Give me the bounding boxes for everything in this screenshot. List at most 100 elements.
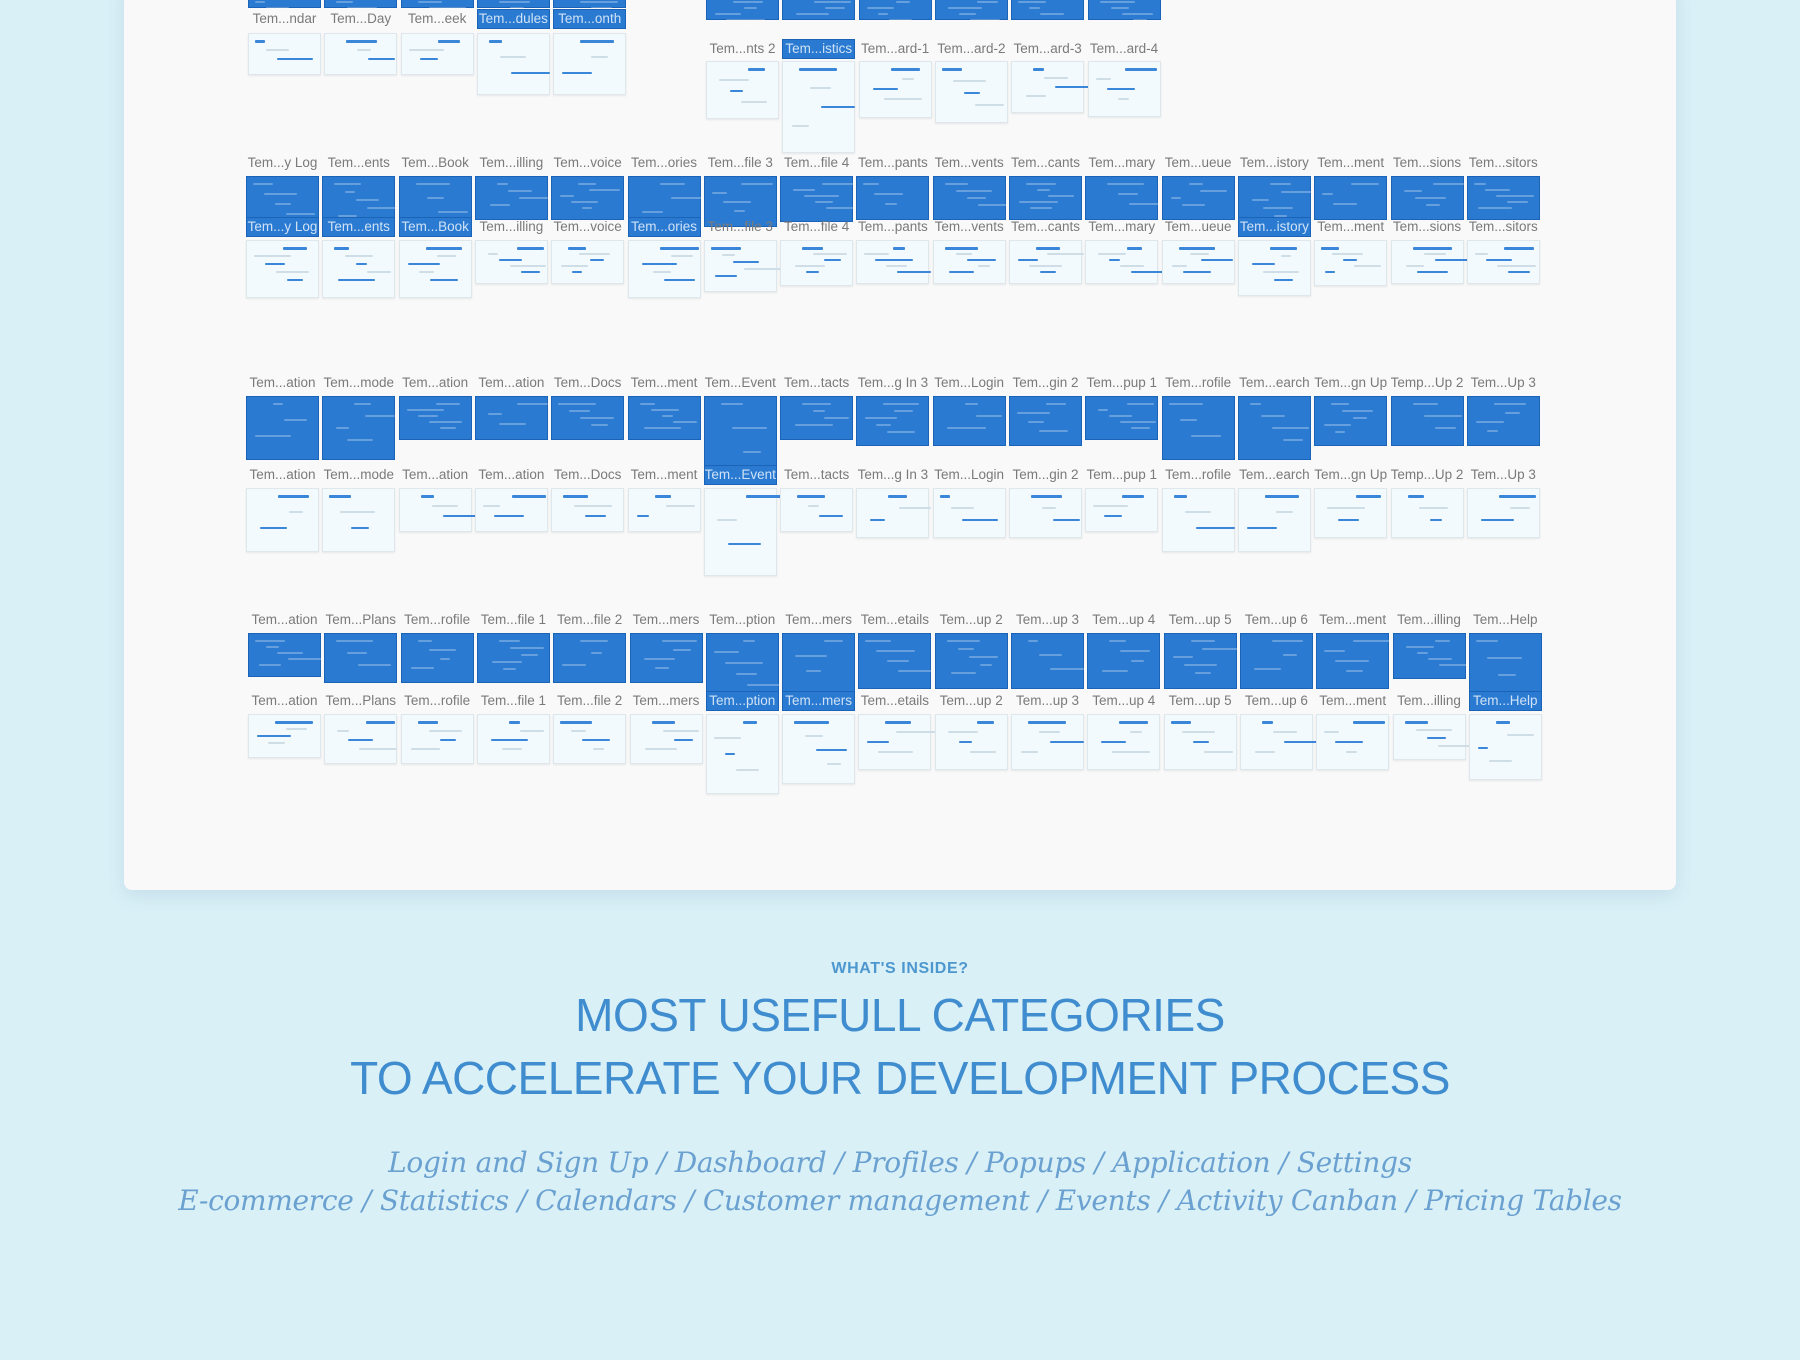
- artboard-thumbnail[interactable]: [1087, 61, 1161, 117]
- artboard-label[interactable]: Tem...up 6: [1244, 693, 1308, 708]
- artboard-label[interactable]: Tem...sitors: [1468, 219, 1538, 234]
- artboard-thumbnail[interactable]: [1087, 714, 1161, 770]
- artboard-label[interactable]: Tem...tacts: [783, 375, 850, 390]
- artboard-thumbnail[interactable]: [1316, 714, 1390, 770]
- artboard-label[interactable]: Tem...ment: [1319, 612, 1387, 627]
- artboard-label[interactable]: Tem...ption: [709, 612, 776, 627]
- artboard-thumbnail-blue[interactable]: [551, 176, 625, 220]
- artboard-thumbnail-blue[interactable]: [706, 0, 779, 27]
- design-canvas[interactable]: Tem...ndar Tem...Day Tem...eek Tem...dules T…: [124, 0, 1676, 890]
- artboard-label[interactable]: Tem...y Log: [247, 219, 318, 234]
- artboard-thumbnail[interactable]: [932, 488, 1006, 538]
- artboard-label[interactable]: Tem...ation: [249, 467, 316, 482]
- artboard-thumbnail-blue[interactable]: [1161, 176, 1235, 220]
- artboard-label[interactable]: Tem...Up 3: [1470, 467, 1536, 482]
- artboard-label[interactable]: Tem...ation: [251, 612, 318, 627]
- artboard-label[interactable]: Tem...vents: [934, 155, 1004, 170]
- artboard-thumbnail[interactable]: [1161, 240, 1235, 284]
- artboard-thumbnail-blue[interactable]: [324, 633, 398, 683]
- artboard-label[interactable]: Tem...ndar: [252, 11, 317, 26]
- artboard-thumbnail-blue[interactable]: [780, 396, 854, 440]
- artboard-label[interactable]: Tem...up 3: [1015, 693, 1080, 708]
- artboard-label[interactable]: Tem...ents: [327, 155, 390, 170]
- artboard-label[interactable]: Tem...ories: [630, 155, 698, 170]
- artboard-thumbnail[interactable]: [1011, 61, 1093, 113]
- artboard-thumbnail[interactable]: [322, 488, 396, 552]
- artboard-thumbnail[interactable]: [1085, 488, 1159, 532]
- artboard-thumbnail-blue[interactable]: [1392, 633, 1476, 679]
- artboard-thumbnail[interactable]: [627, 488, 701, 532]
- artboard-thumbnail[interactable]: [324, 714, 398, 764]
- artboard-label[interactable]: Tem...up 4: [1092, 693, 1156, 708]
- artboard-thumbnail[interactable]: [400, 714, 474, 764]
- artboard-thumbnail-blue[interactable]: [1085, 396, 1159, 440]
- artboard-thumbnail[interactable]: [246, 240, 319, 298]
- artboard-label[interactable]: Tem...ard-1: [860, 41, 930, 56]
- artboard-label[interactable]: Tem...mary: [1088, 219, 1156, 234]
- artboard-label[interactable]: Tem...sions: [1392, 155, 1462, 170]
- artboard-label[interactable]: Tem...rofile: [1165, 467, 1232, 482]
- artboard-thumbnail-blue[interactable]: [553, 633, 627, 683]
- artboard-thumbnail[interactable]: [780, 488, 854, 532]
- artboard-thumbnail-blue[interactable]: [476, 0, 550, 15]
- artboard-thumbnail-blue[interactable]: [1085, 176, 1163, 220]
- artboard-thumbnail-blue[interactable]: [1011, 633, 1086, 689]
- artboard-thumbnail[interactable]: [1011, 714, 1084, 770]
- artboard-label[interactable]: Tem...istics: [785, 41, 853, 56]
- artboard-thumbnail-blue[interactable]: [1161, 396, 1235, 460]
- artboard-thumbnail[interactable]: [1237, 240, 1311, 296]
- artboard-label[interactable]: Tem...ment: [1317, 219, 1385, 234]
- artboard-label[interactable]: Tem...Up 3: [1470, 375, 1536, 390]
- artboard-thumbnail[interactable]: [782, 714, 856, 784]
- artboard-label[interactable]: Tem...gin 2: [1012, 467, 1079, 482]
- artboard-label[interactable]: Tem...Event: [704, 467, 776, 482]
- artboard-thumbnail-blue[interactable]: [400, 0, 474, 27]
- artboard-label[interactable]: Tem...pants: [858, 155, 928, 170]
- artboard-thumbnail[interactable]: [246, 488, 319, 552]
- artboard-label[interactable]: Tem...ment: [1317, 155, 1385, 170]
- artboard-label[interactable]: Tem...mers: [632, 693, 700, 708]
- artboard-label[interactable]: Tem...file 2: [557, 612, 623, 627]
- artboard-label[interactable]: Tem...mers: [785, 612, 852, 627]
- artboard-label[interactable]: Tem...Plans: [325, 693, 397, 708]
- artboard-label[interactable]: Tem...up 5: [1168, 693, 1232, 708]
- artboard-thumbnail[interactable]: [398, 488, 482, 532]
- artboard-thumbnail-blue[interactable]: [782, 633, 856, 693]
- artboard-thumbnail[interactable]: [1390, 488, 1464, 538]
- artboard-thumbnail-blue[interactable]: [1011, 0, 1085, 20]
- artboard-label[interactable]: Tem...ation: [402, 375, 469, 390]
- artboard-thumbnail[interactable]: [1466, 240, 1540, 284]
- artboard-label[interactable]: Tem...istory: [1239, 155, 1309, 170]
- artboard-thumbnail-blue[interactable]: [1314, 176, 1388, 220]
- artboard-label[interactable]: Tem...gn Up: [1314, 467, 1388, 482]
- artboard-label[interactable]: Tem...earch: [1239, 375, 1310, 390]
- artboard-thumbnail-blue[interactable]: [474, 176, 556, 220]
- artboard-thumbnail-blue[interactable]: [934, 0, 1008, 27]
- artboard-thumbnail[interactable]: [856, 488, 932, 538]
- artboard-thumbnail-blue[interactable]: [1466, 396, 1540, 446]
- artboard-label[interactable]: Tem...pup 1: [1086, 467, 1158, 482]
- artboard-label[interactable]: Tem...cants: [1010, 219, 1081, 234]
- artboard-thumbnail-blue[interactable]: [782, 0, 856, 20]
- artboard-label[interactable]: Tem...eek: [407, 11, 467, 26]
- artboard-thumbnail[interactable]: [932, 240, 1006, 284]
- artboard-label[interactable]: Tem...y Log: [247, 155, 318, 170]
- artboard-label[interactable]: Tem...Login: [934, 375, 1005, 390]
- artboard-thumbnail[interactable]: [1468, 714, 1542, 780]
- artboard-label[interactable]: Tem...g In 3: [857, 467, 929, 482]
- artboard-label[interactable]: Tem...ard-3: [1013, 41, 1082, 56]
- artboard-label[interactable]: Tem...ories: [630, 219, 698, 234]
- artboard-label[interactable]: Tem...Plans: [325, 612, 397, 627]
- artboard-thumbnail[interactable]: [780, 240, 854, 286]
- artboard-thumbnail[interactable]: [1009, 240, 1084, 284]
- artboard-thumbnail-blue[interactable]: [703, 176, 777, 227]
- artboard-thumbnail[interactable]: [627, 240, 701, 298]
- artboard-label[interactable]: Tem...illing: [1397, 612, 1461, 627]
- artboard-thumbnail[interactable]: [476, 33, 550, 95]
- artboard-thumbnail-blue[interactable]: [1466, 176, 1540, 220]
- artboard-label[interactable]: Tem...nts 2: [709, 41, 776, 56]
- artboard-thumbnail[interactable]: [248, 33, 321, 75]
- artboard-thumbnail-blue[interactable]: [248, 633, 327, 677]
- artboard-label[interactable]: Tem...file 1: [480, 612, 547, 627]
- artboard-thumbnail[interactable]: [703, 240, 783, 292]
